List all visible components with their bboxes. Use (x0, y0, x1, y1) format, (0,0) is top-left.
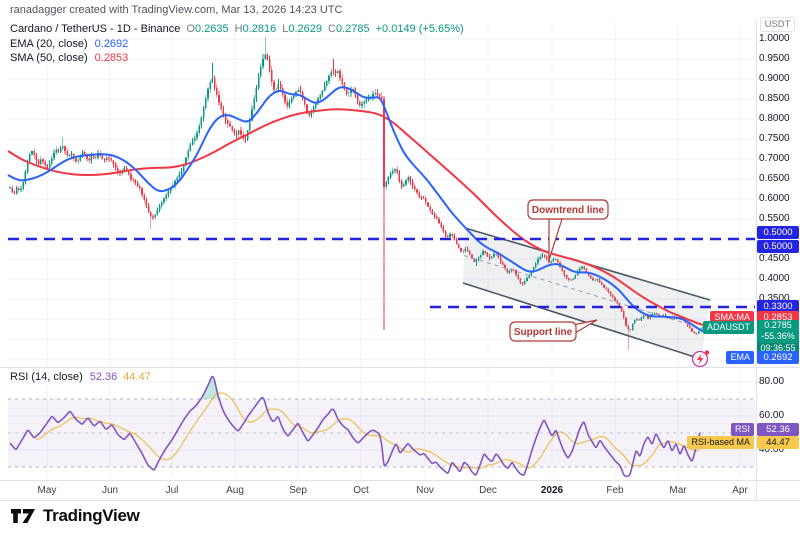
time-axis-label: Aug (226, 485, 244, 496)
scale-divider (756, 20, 757, 500)
time-axis-label: May (37, 485, 57, 496)
rsi-scale-badge: 52.36 (757, 423, 799, 436)
level-price-badge: 0.3300 (757, 300, 799, 313)
price-tick-label: 0.8500 (759, 93, 790, 104)
price-tick-label: 0.3500 (759, 293, 790, 304)
ema-label: EMA (20, close) (10, 37, 88, 50)
time-axis-divider (0, 480, 800, 481)
rsi-ma-scale-tag: RSI-based MA (687, 436, 754, 449)
sma-value: 0.2853 (94, 52, 129, 64)
price-tick-label: 0.7000 (759, 153, 790, 164)
flash-reaction-icon[interactable] (691, 350, 710, 368)
bar-countdown: 09:36:55 (757, 342, 799, 354)
support-callout[interactable]: Support line (509, 319, 598, 342)
rsi-plot (9, 375, 701, 478)
price-tick-label: 0.7500 (759, 133, 790, 144)
ohlc-close-value: 0.2785 (335, 23, 370, 35)
change-percent: -55.36% (761, 331, 795, 342)
time-axis-label: Feb (606, 485, 624, 496)
price-tick-label: 0.8000 (759, 113, 790, 124)
rsi-ma-value: 44.47 (123, 371, 151, 383)
horizontal-level-lines[interactable] (8, 237, 755, 309)
change-value: +0.0149 (+5.65%) (375, 23, 464, 35)
time-axis-label: Mar (669, 485, 687, 496)
sma-status-line[interactable]: SMA (50, close) 0.2853 (10, 52, 464, 66)
ema-value: 0.2692 (94, 37, 129, 50)
time-axis-label: Jun (101, 485, 119, 496)
price-tick-label: 1.0000 (759, 33, 790, 44)
time-axis-label: Sep (289, 485, 307, 496)
ohlc-low-key: L (282, 23, 289, 35)
symbol-title[interactable]: Cardano / TetherUS - 1D - Binance (10, 23, 181, 35)
last-price-badge: 0.2785 -55.36% 09:36:55 (757, 320, 799, 354)
ema-scale-tag: EMA (726, 351, 754, 364)
time-axis-label: Nov (416, 485, 434, 496)
price-tick-label: 0.9500 (759, 53, 790, 64)
ohlc-high-key: H (234, 23, 243, 35)
ema-status-line[interactable]: EMA (20, close) 0.2692 (10, 38, 464, 52)
price-tick-label: 0.4500 (759, 253, 790, 264)
currency-label[interactable]: USDT (760, 17, 795, 32)
pane-divider[interactable] (0, 367, 800, 368)
price-tick-label: 0.5500 (759, 213, 790, 224)
rsi-tick-label: 60.00 (759, 410, 785, 421)
sma-scale-tag: SMA:MA (710, 311, 754, 324)
ohlc-open-key: O (186, 23, 195, 35)
rsi-value: 52.36 (89, 371, 118, 383)
last-price: 0.2785 (764, 320, 792, 330)
rsi-label: RSI (14, close) (10, 371, 83, 383)
attribution-text: ranadagger created with TradingView.com,… (10, 4, 343, 16)
symbol-scale-tag: ADAUSDT (702, 321, 754, 334)
ohlc-close-key: C (328, 23, 336, 35)
ema-scale-badge: 0.2692 (757, 351, 799, 364)
time-axis-label: Oct (353, 485, 369, 496)
price-tick-label: 0.6000 (759, 193, 790, 204)
rsi-ma-scale-badge: 44.47 (757, 436, 799, 449)
ohlc-high-value: 0.2816 (242, 23, 277, 35)
time-axis-label: Jul (165, 485, 179, 496)
level-price-badge: 0.5000 (757, 240, 799, 253)
ohlc-low-value: 0.2629 (288, 23, 322, 35)
tradingview-logo[interactable]: TradingView (10, 506, 140, 526)
support-callout-label: Support line (514, 327, 573, 338)
rsi-scale-tag: RSI (730, 423, 754, 436)
rsi-tick-label: 80.00 (759, 376, 785, 387)
tradingview-logo-icon (11, 509, 35, 523)
ohlc-open-value: 0.2635 (194, 23, 229, 35)
footer-divider (0, 500, 800, 501)
time-axis-label: Dec (479, 485, 497, 496)
rsi-band (8, 398, 755, 468)
price-tick-label: 0.9000 (759, 73, 790, 84)
level-price-badge: 0.5000 (757, 226, 799, 239)
moving-averages (7, 86, 704, 333)
sma-label: SMA (50, close) (10, 52, 88, 64)
rsi-status-line[interactable]: RSI (14, close) 52.36 44.47 (10, 371, 151, 383)
rsi-tick-label: 40.00 (759, 444, 785, 455)
tradingview-wordmark: TradingView (43, 506, 140, 525)
downtrend-callout-label: Downtrend line (532, 205, 605, 216)
legend: Cardano / TetherUS - 1D - Binance O0.2635… (10, 23, 464, 67)
price-tick-label: 0.6500 (759, 173, 790, 184)
time-axis-label: 2026 (540, 485, 564, 496)
price-tick-label: 0.4000 (759, 273, 790, 284)
symbol-status-line[interactable]: Cardano / TetherUS - 1D - Binance O0.2635… (10, 23, 464, 37)
downtrend-callout[interactable]: Downtrend line (527, 199, 609, 261)
time-axis-label: Apr (732, 485, 748, 496)
